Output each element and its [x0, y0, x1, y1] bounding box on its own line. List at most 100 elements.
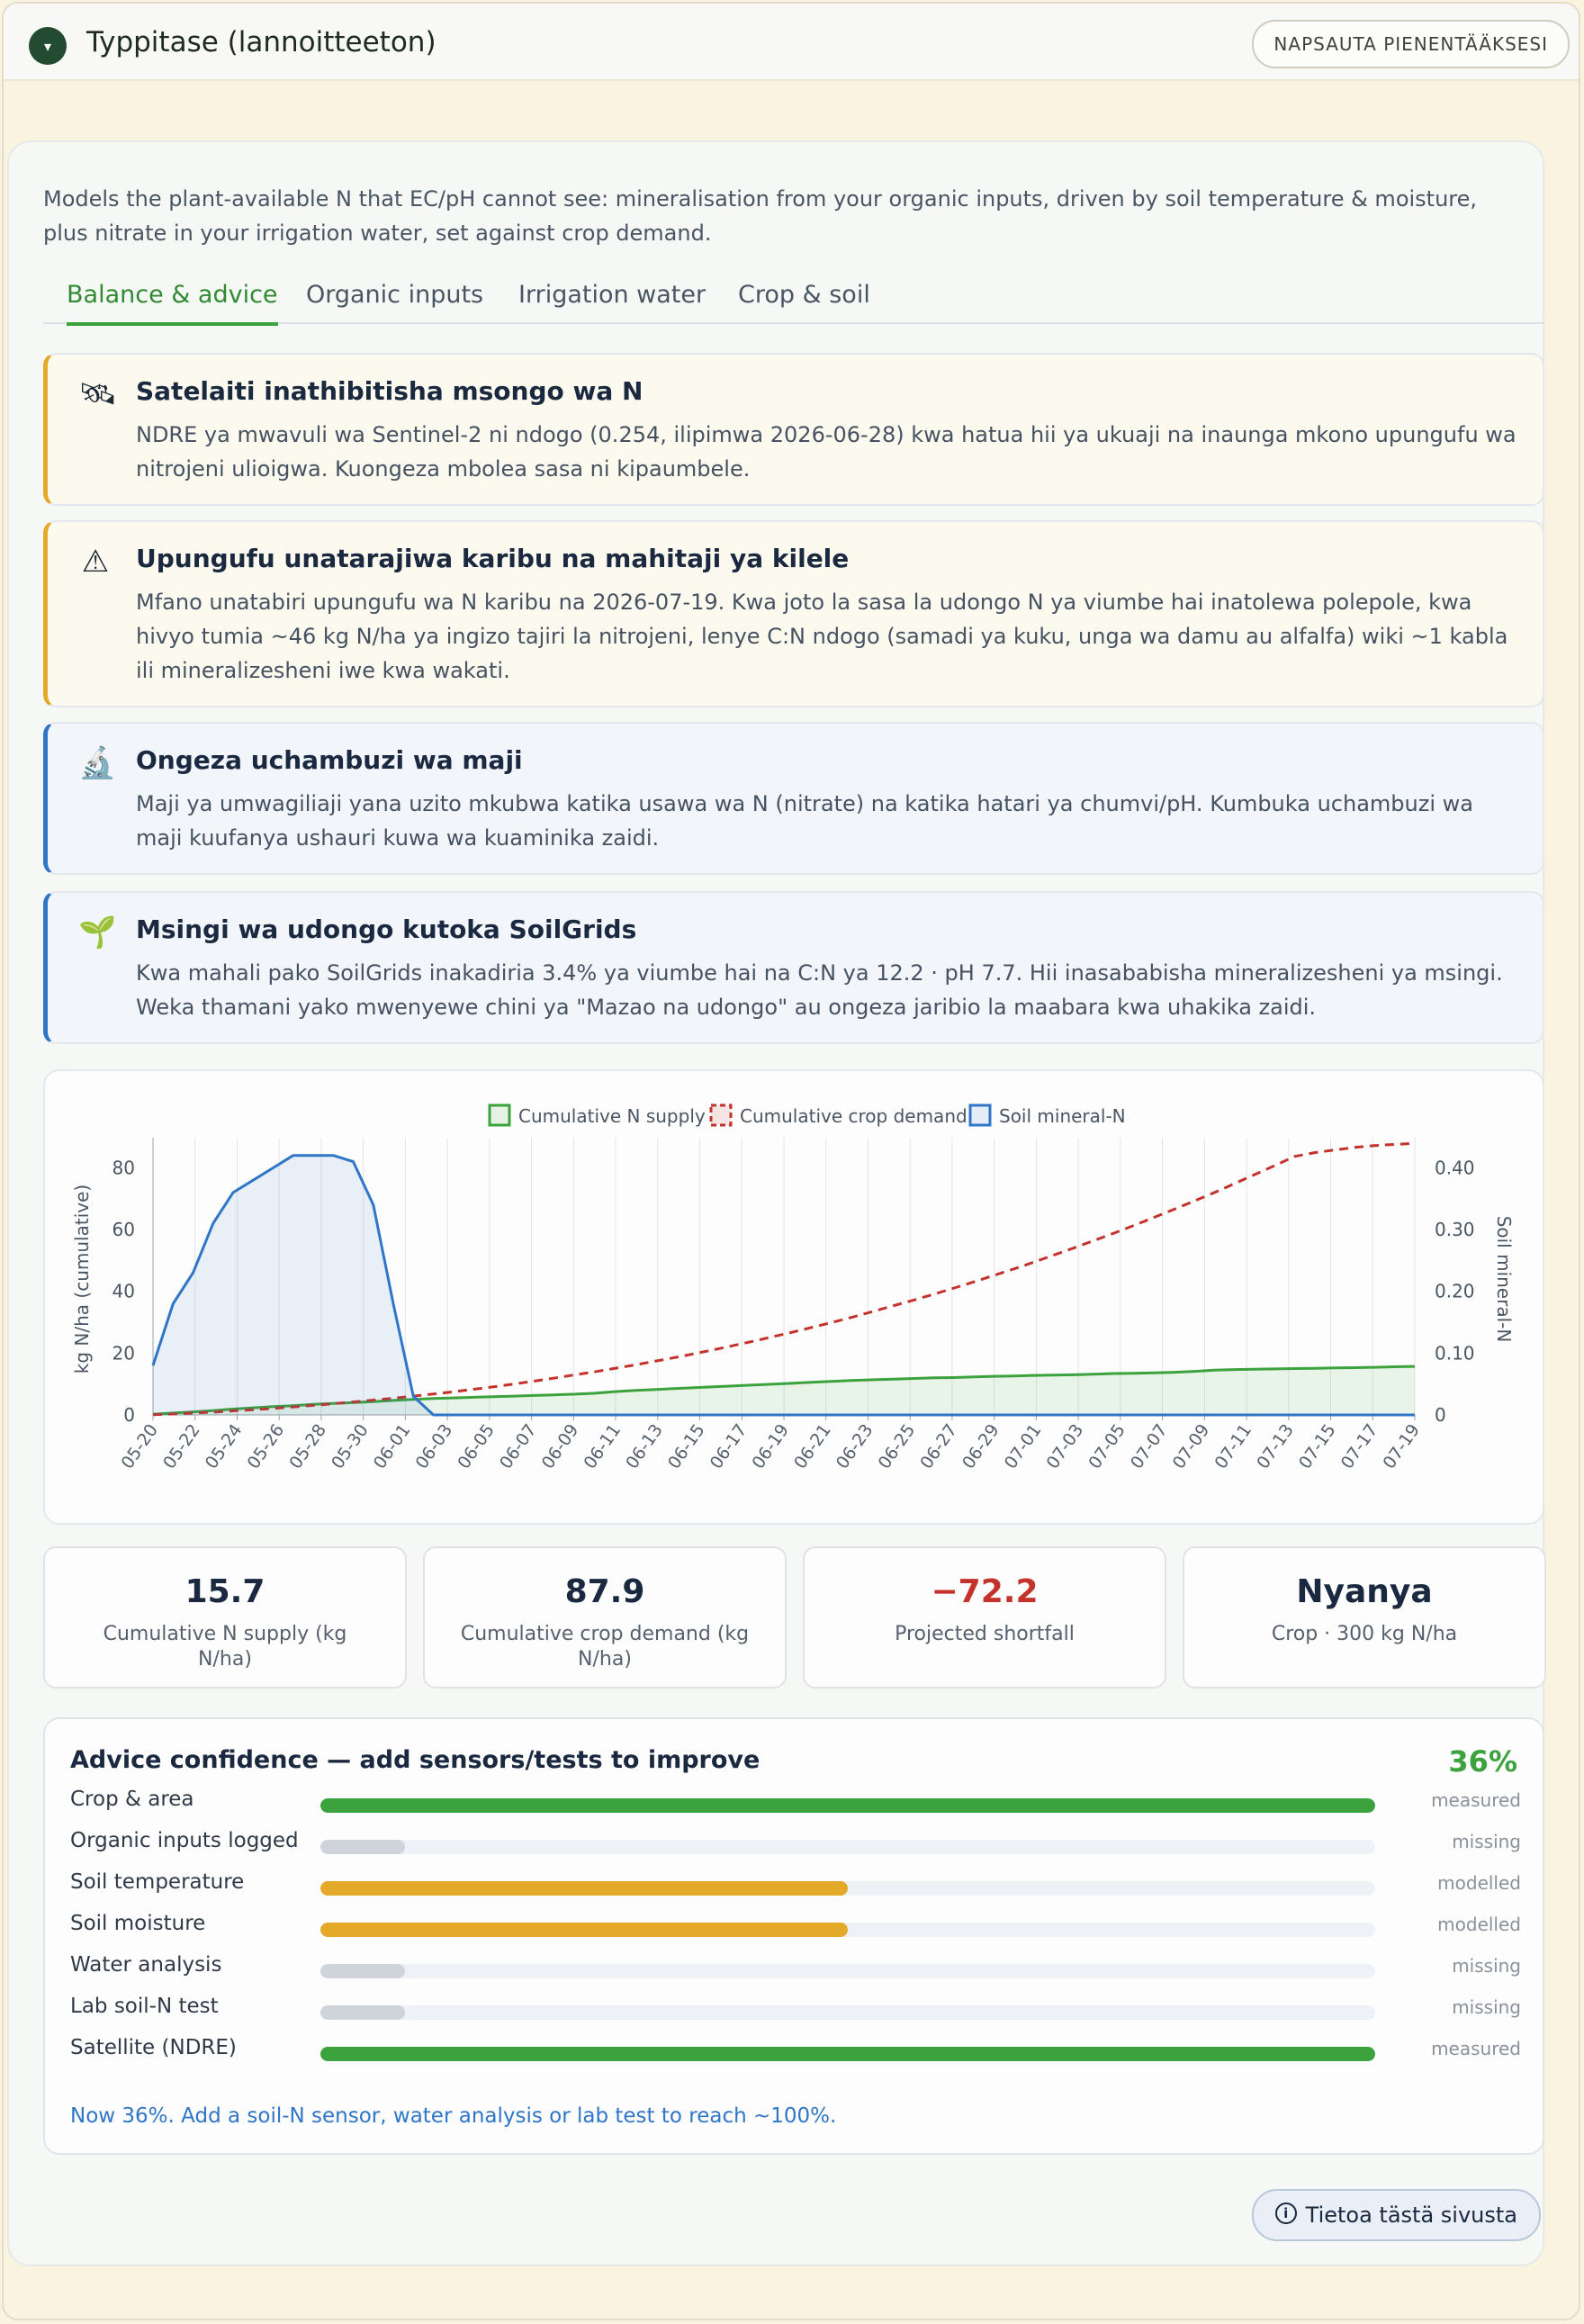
confidence-percent: 36% — [1448, 1744, 1517, 1779]
about-page-button[interactable]: i Tietoa tästä sivusta — [1251, 2189, 1541, 2241]
x-tick-label: 07-15 — [1295, 1420, 1340, 1473]
legend-label: Cumulative N supply — [518, 1105, 706, 1127]
x-tick-label: 05-28 — [285, 1420, 330, 1473]
confidence-bar-fill — [320, 1923, 848, 1937]
confidence-bar-fill — [320, 1964, 405, 1978]
confidence-row-status: missing — [1452, 1831, 1521, 1852]
confidence-row-status: missing — [1452, 1955, 1521, 1977]
confidence-bar-track — [320, 1923, 1375, 1937]
panel-title: Typpitase (lannoitteeton) — [86, 26, 436, 59]
x-tick-label: 07-01 — [1001, 1420, 1046, 1473]
y-right-tick-label: 0 — [1435, 1404, 1446, 1426]
stat-label: Crop · 300 kg N/ha — [1271, 1623, 1458, 1645]
x-tick-label: 07-13 — [1253, 1420, 1298, 1473]
confidence-bar-track — [320, 2005, 1375, 2020]
x-tick-label: 07-09 — [1169, 1420, 1214, 1473]
stat-projected-shortfall: −72.2 Projected shortfall — [803, 1546, 1166, 1689]
x-tick-label: 06-13 — [622, 1420, 667, 1473]
x-tick-label: 06-21 — [790, 1420, 835, 1473]
satellite-icon: 🛰 — [78, 376, 118, 412]
about-page-label: Tietoa tästä sivusta — [1305, 2202, 1517, 2228]
x-tick-label: 06-15 — [664, 1420, 709, 1473]
legend-label: Cumulative crop demand — [740, 1105, 968, 1127]
x-tick-label: 07-05 — [1084, 1420, 1130, 1473]
confidence-footer: Now 36%. Add a soil-N sensor, water anal… — [70, 2104, 837, 2128]
soil-mineral-n-line — [151, 1154, 1415, 1417]
x-tick-label: 07-17 — [1337, 1420, 1382, 1473]
seedling-icon: 🌱 — [78, 914, 117, 950]
legend-label: Soil mineral-N — [999, 1105, 1126, 1127]
stat-value: −72.2 — [931, 1573, 1039, 1610]
confidence-row-status: modelled — [1437, 1914, 1521, 1935]
alert-title: Upungufu unatarajiwa karibu na mahitaji … — [136, 544, 850, 573]
x-tick-label: 05-26 — [244, 1420, 289, 1473]
x-tick-label: 05-24 — [202, 1420, 247, 1473]
n-balance-chart: 05-20 05-22 05-24 05-26 05-28 05-30 06-01 06-03… — [43, 1069, 1544, 1525]
x-tick-label: 06-05 — [454, 1420, 499, 1473]
confidence-bar-track — [320, 1964, 1375, 1978]
stat-cumulative-demand: 87.9 Cumulative crop demand (kg N/ha) — [423, 1546, 787, 1689]
advice-confidence-panel: Advice confidence — add sensors/tests to… — [43, 1717, 1544, 2155]
tab-irrigation-water[interactable]: Irrigation water — [518, 281, 706, 309]
stat-value: 15.7 — [184, 1573, 266, 1610]
confidence-row-label: Soil temperature — [70, 1870, 245, 1894]
y-right-tick-label: 0.40 — [1435, 1157, 1475, 1178]
x-tick-label: 07-07 — [1127, 1420, 1172, 1473]
x-tick-label: 06-09 — [538, 1420, 583, 1473]
nitrogen-card: Models the plant-available N that EC/pH … — [7, 140, 1546, 2266]
cumulative-n-supply-line — [152, 1365, 1416, 1416]
y-left-tick-label: 0 — [123, 1404, 135, 1426]
alert-satellite: 🛰 Satelaiti inathibitisha msongo wa N ND… — [43, 353, 1544, 506]
microscope-icon: 🔬 — [78, 745, 117, 781]
y-right-tick-label: 0.20 — [1435, 1281, 1475, 1302]
x-tick-label: 06-07 — [496, 1420, 541, 1473]
intro-text: Models the plant-available N that EC/pH … — [43, 186, 1478, 246]
y-right-axis-title: Soil mineral-N — [1493, 1216, 1515, 1343]
confidence-row-label: Crop & area — [70, 1788, 194, 1811]
x-tick-label: 05-30 — [328, 1420, 373, 1473]
tab-balance-advice[interactable]: Balance & advice — [67, 277, 278, 326]
x-tick-label: 06-11 — [580, 1420, 625, 1473]
y-left-tick-label: 80 — [112, 1157, 135, 1178]
soil-mineral-n-area — [153, 1155, 1415, 1415]
collapse-button[interactable]: NAPSAUTA PIENENTÄÄKSESI — [1252, 20, 1570, 68]
x-tick-label: 05-22 — [159, 1420, 204, 1473]
confidence-bar-track — [320, 1881, 1375, 1896]
alert-title: Satelaiti inathibitisha msongo wa N — [136, 376, 644, 406]
tab-bar: Balance & advice Organic inputs Irrigati… — [43, 277, 1544, 326]
alert-title: Ongeza uchambuzi wa maji — [136, 745, 523, 775]
confidence-row: Soil temperature modelled — [70, 1863, 1521, 1899]
stat-value: Nyanya — [1296, 1573, 1433, 1610]
alert-title: Msingi wa udongo kutoka SoilGrids — [136, 914, 637, 944]
stat-label: Cumulative N supply (kg N/ha) — [103, 1623, 347, 1671]
stat-label: Cumulative crop demand (kg N/ha) — [460, 1623, 750, 1671]
panel-header: ▾ Typpitase (lannoitteeton) NAPSAUTA PIE… — [4, 4, 1579, 81]
confidence-bar-fill — [320, 1798, 1375, 1813]
alert-water-analysis: 🔬 Ongeza uchambuzi wa maji Maji ya umwag… — [43, 722, 1544, 875]
y-left-tick-label: 40 — [112, 1281, 135, 1302]
y-left-tick-label: 60 — [112, 1219, 135, 1240]
stat-label: Projected shortfall — [895, 1623, 1075, 1645]
tab-organic-inputs[interactable]: Organic inputs — [306, 281, 484, 309]
x-tick-label: 07-03 — [1043, 1420, 1088, 1473]
confidence-bar-fill — [320, 2047, 1375, 2061]
confidence-row-label: Water analysis — [70, 1953, 222, 1977]
y-left-tick-label: 20 — [112, 1342, 135, 1364]
confidence-bar-fill — [320, 2005, 405, 2020]
alert-body: Mfano unatabiri upungufu wa N karibu na … — [136, 590, 1508, 683]
confidence-bar-fill — [320, 1840, 405, 1854]
x-tick-label: 06-17 — [706, 1420, 752, 1473]
confidence-bar-fill — [320, 1881, 848, 1896]
confidence-row-label: Satellite (NDRE) — [70, 2036, 237, 2059]
y-right-tick-label: 0.10 — [1435, 1342, 1475, 1364]
legend-swatch — [709, 1103, 733, 1127]
x-tick-label: 07-11 — [1210, 1420, 1256, 1473]
stat-crop: Nyanya Crop · 300 kg N/ha — [1183, 1546, 1546, 1689]
cumulative-n-supply-area — [153, 1366, 1415, 1415]
collapse-toggle-icon[interactable]: ▾ — [29, 27, 67, 65]
confidence-row: Water analysis missing — [70, 1946, 1521, 1982]
alert-shortfall: ⚠ Upungufu unatarajiwa karibu na mahitaj… — [43, 520, 1544, 707]
tab-crop-soil[interactable]: Crop & soil — [738, 281, 870, 309]
y-left-axis-title: kg N/ha (cumulative) — [71, 1185, 93, 1374]
